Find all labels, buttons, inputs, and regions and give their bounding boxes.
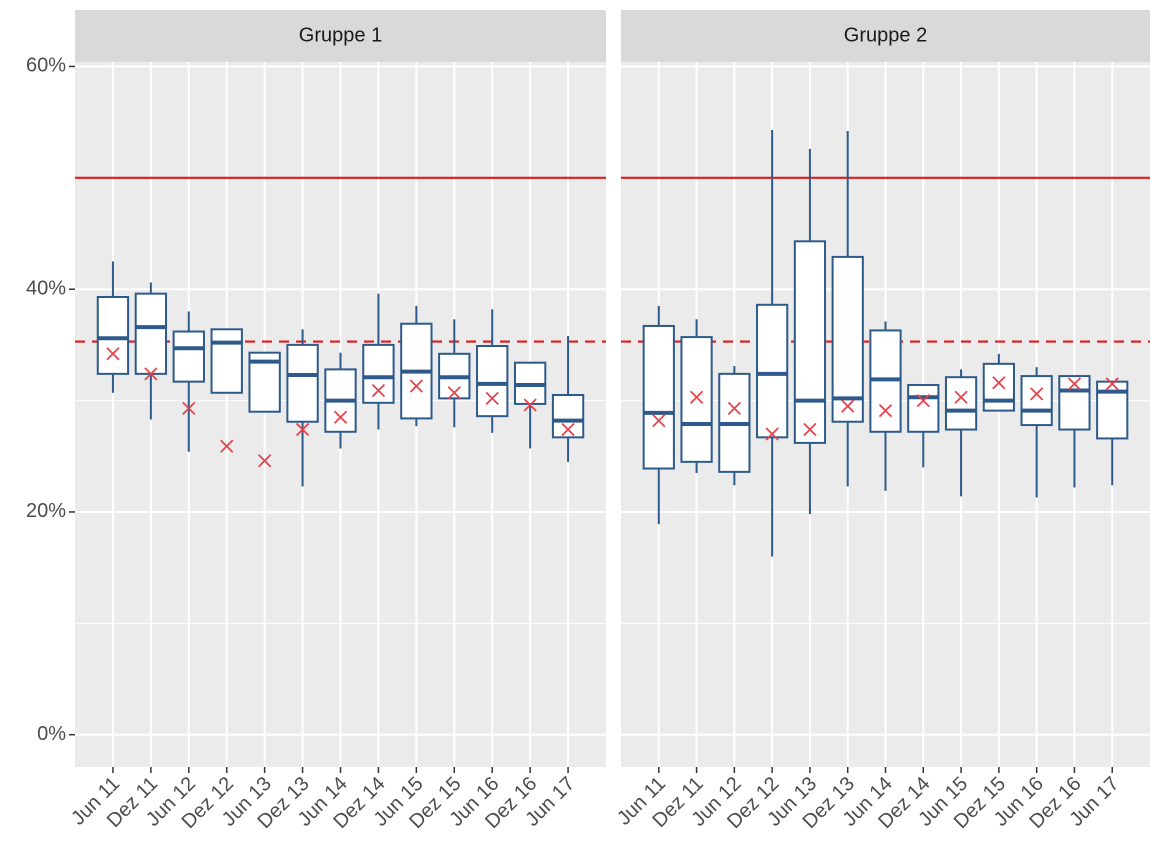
mean-marker: [485, 391, 499, 405]
y-tick-label: 0%: [37, 723, 66, 745]
mean-marker: [144, 367, 158, 381]
mean-marker: [652, 413, 666, 428]
mean-marker: [561, 422, 575, 437]
mean-marker: [182, 401, 196, 416]
mean-marker: [409, 379, 423, 393]
box: [907, 383, 940, 433]
y-tick-label: 20%: [26, 500, 66, 522]
mean-marker: [1067, 377, 1082, 391]
box: [476, 345, 509, 418]
box: [680, 336, 713, 463]
mean-marker: [803, 422, 817, 437]
box: [944, 376, 978, 431]
mean-marker: [992, 376, 1006, 390]
box: [210, 328, 243, 394]
strip: [621, 10, 1150, 62]
box: [1020, 375, 1053, 427]
mean-marker: [106, 347, 120, 361]
mean-marker: [841, 399, 855, 413]
box: [642, 324, 675, 470]
y-tick-label: 40%: [26, 277, 66, 299]
mean-marker: [447, 386, 461, 400]
strip-title: Gruppe 1: [299, 24, 382, 46]
mean-marker: [220, 439, 234, 453]
mean-marker: [878, 403, 893, 418]
box: [96, 296, 130, 375]
mean-marker: [689, 390, 704, 404]
box: [1058, 375, 1091, 431]
mean-marker: [258, 454, 272, 468]
y-tick-label: 60%: [26, 55, 66, 77]
box: [286, 343, 319, 423]
box: [134, 292, 168, 375]
mean-marker: [727, 401, 741, 416]
box: [831, 255, 864, 423]
mean-marker: [916, 393, 930, 408]
mean-marker: [1030, 387, 1044, 401]
mean-marker: [1105, 377, 1119, 391]
strip-title: Gruppe 2: [844, 24, 927, 46]
mean-marker: [765, 427, 779, 441]
mean-marker: [954, 390, 968, 404]
mean-marker: [295, 422, 310, 437]
box: [551, 394, 585, 439]
box: [982, 362, 1015, 412]
box: [362, 343, 395, 404]
strip: [75, 10, 606, 62]
mean-marker: [333, 410, 348, 424]
box: [172, 330, 205, 383]
mean-marker: [371, 383, 386, 398]
box: [793, 240, 827, 444]
mean-marker: [523, 398, 537, 412]
box: [756, 303, 789, 439]
